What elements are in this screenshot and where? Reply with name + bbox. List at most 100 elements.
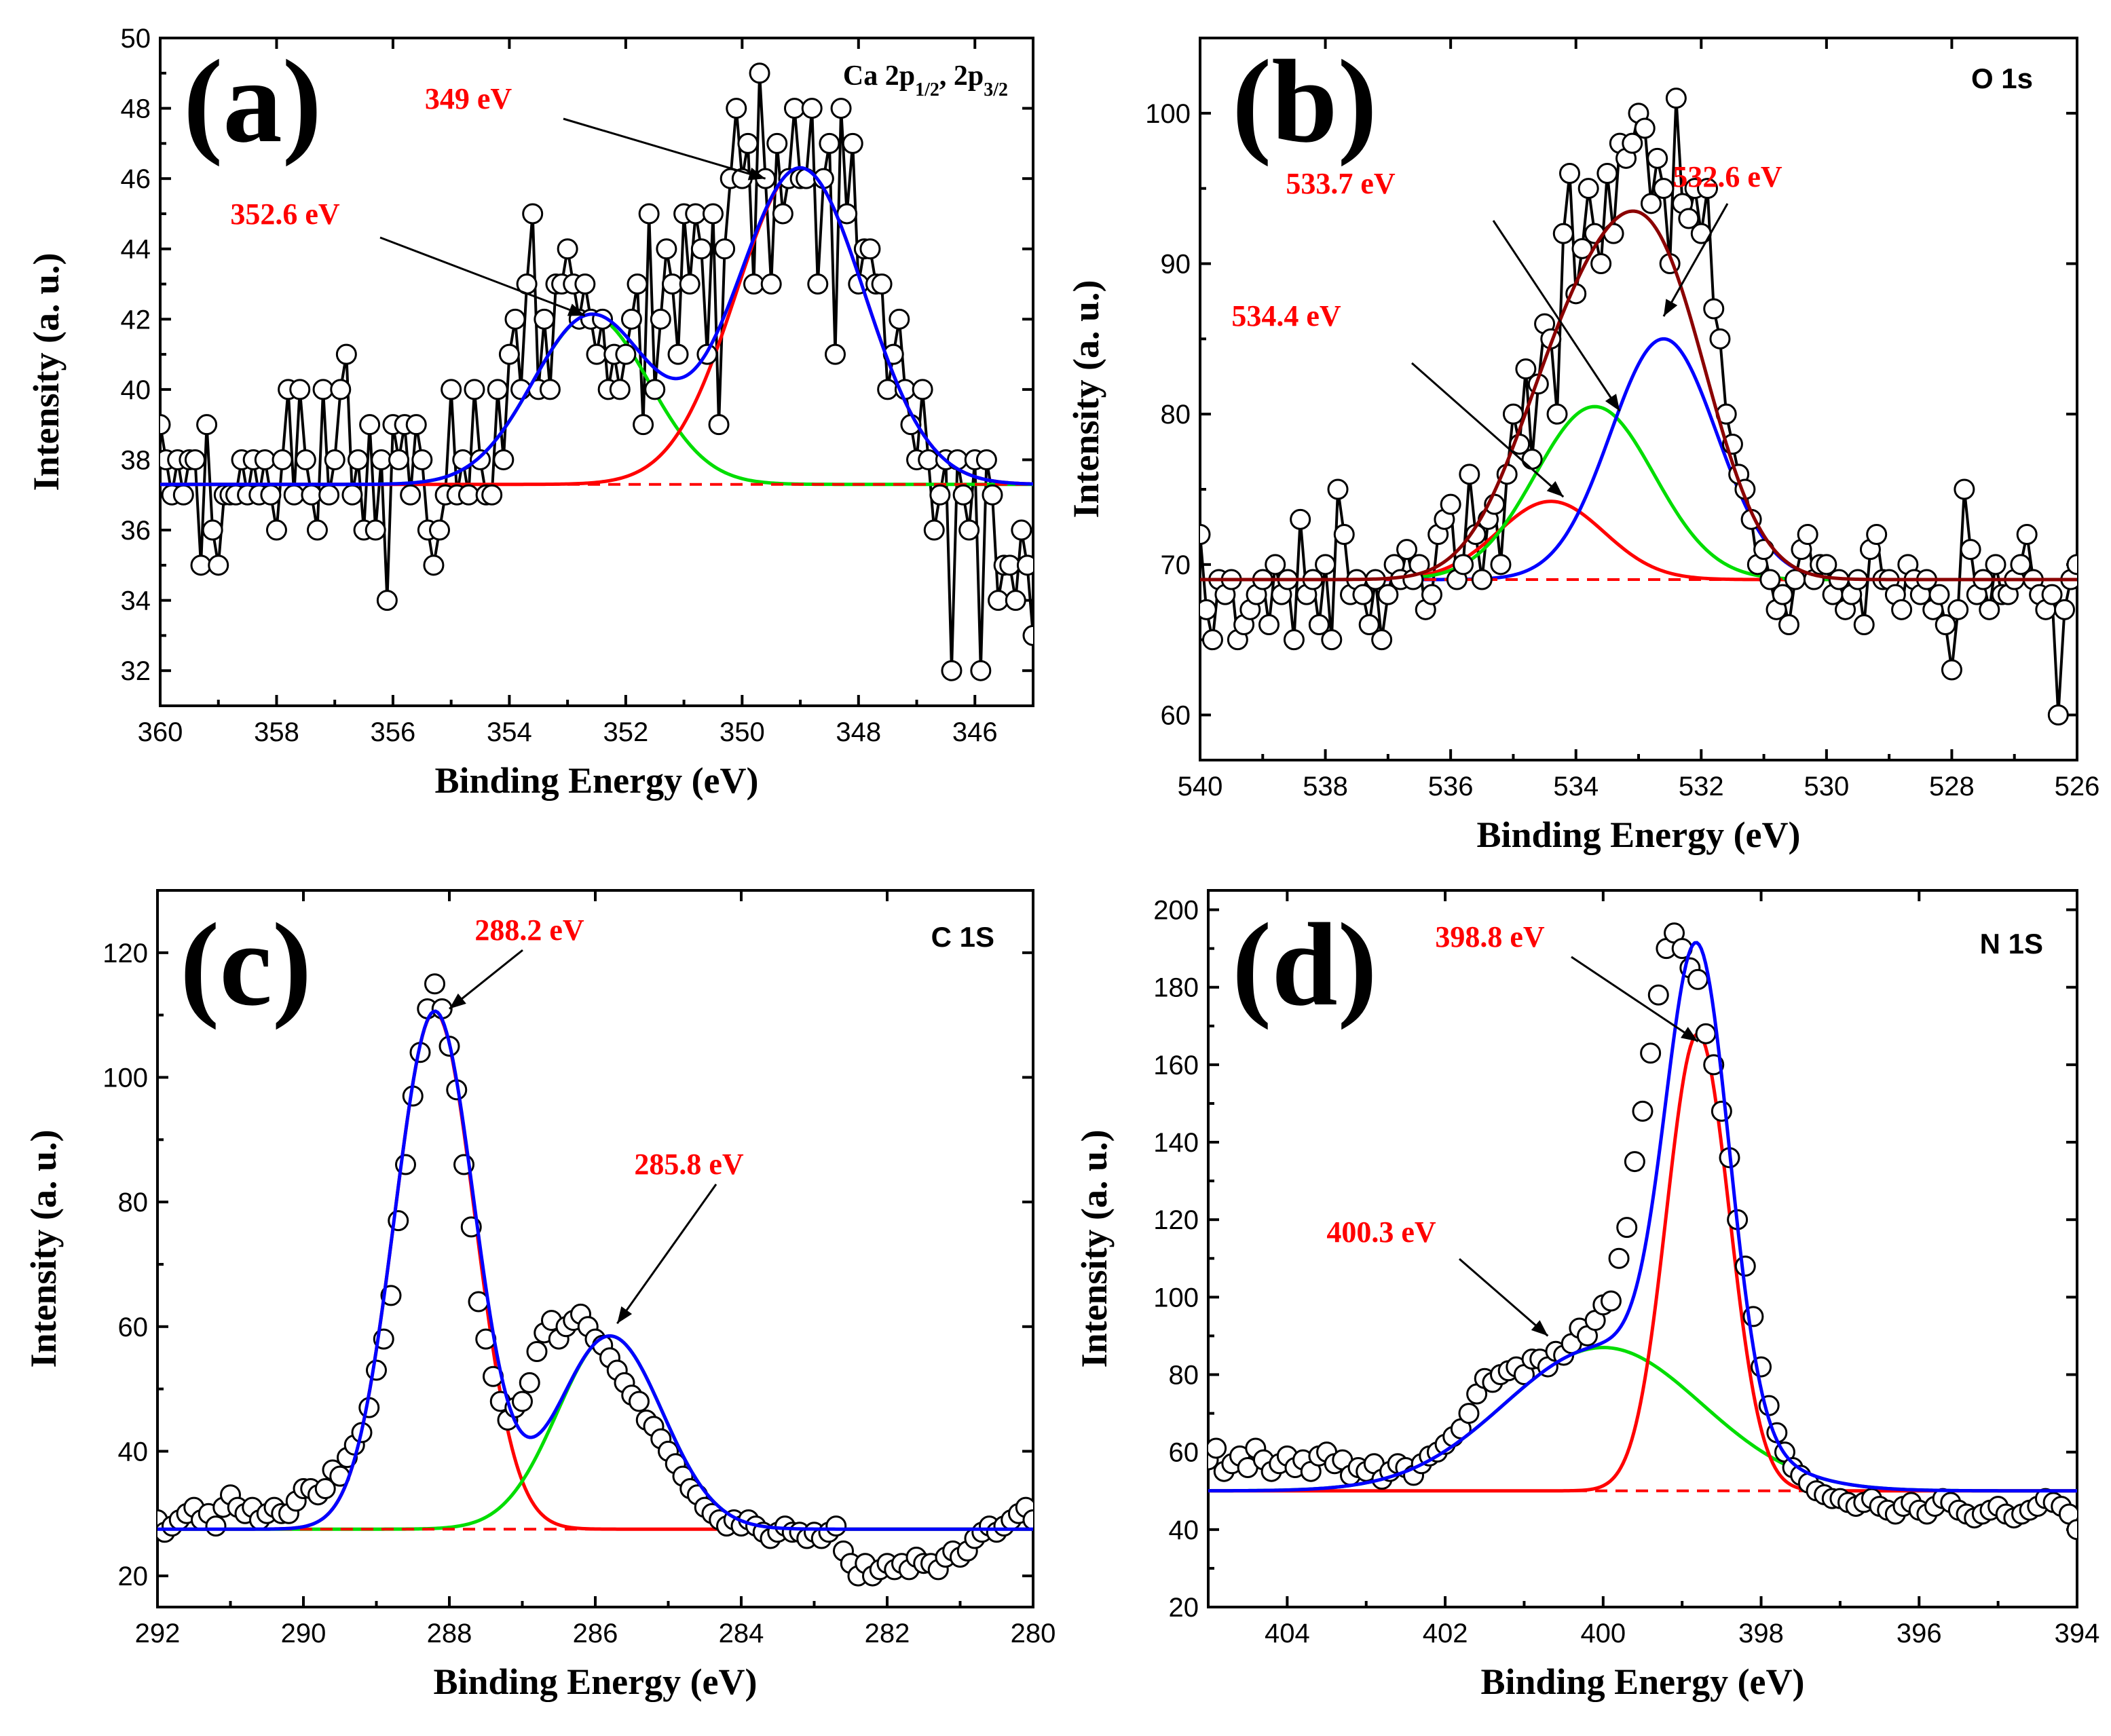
data-point <box>1265 554 1286 575</box>
data-point <box>1695 1023 1717 1044</box>
data-point <box>1816 554 1837 575</box>
x-tick-label: 538 <box>1303 772 1348 801</box>
data-point <box>714 238 736 260</box>
y-axis-label: Intensity (a. u.) <box>1066 280 1106 518</box>
annotation-arrowhead <box>567 303 585 316</box>
data-point <box>1022 1509 1033 1530</box>
y-tick-label: 32 <box>121 656 151 686</box>
y-tick-label: 120 <box>102 939 148 968</box>
data-point <box>289 379 311 400</box>
data-point <box>481 484 503 506</box>
data-point <box>1421 584 1442 605</box>
y-tick-label: 200 <box>1153 896 1199 926</box>
data-point <box>424 973 445 995</box>
data-point <box>388 449 410 470</box>
data-point <box>620 308 642 330</box>
x-tick-label: 282 <box>865 1619 910 1648</box>
x-tick-label: 346 <box>952 717 998 747</box>
data-point <box>265 519 287 541</box>
data-point <box>1734 1256 1756 1277</box>
x-tick-label: 358 <box>254 717 299 747</box>
data-point <box>470 449 491 470</box>
data-point <box>1016 554 1033 576</box>
data-point <box>190 554 212 576</box>
data-point <box>923 519 945 541</box>
x-tick-label: 350 <box>720 717 765 747</box>
data-point <box>1632 1100 1654 1122</box>
data-point <box>1552 223 1574 244</box>
data-point <box>431 998 453 1019</box>
data-point <box>667 343 689 365</box>
data-point <box>512 1391 533 1412</box>
data-point <box>312 379 334 400</box>
panel-label: (d) <box>1232 899 1377 1030</box>
x-tick-label: 396 <box>1897 1619 1942 1648</box>
data-point <box>1458 1403 1480 1424</box>
data-point <box>487 379 508 400</box>
y-tick-label: 50 <box>121 24 151 54</box>
data-point <box>929 484 951 506</box>
annotation-arrow <box>616 1184 717 1325</box>
data-point <box>842 132 863 154</box>
y-tick-label: 46 <box>121 164 151 194</box>
data-point <box>2066 1519 2077 1541</box>
data-point <box>441 379 462 400</box>
data-point <box>1011 519 1032 541</box>
peak-annotation-label: 398.8 eV <box>1435 920 1545 954</box>
data-point <box>1283 629 1305 651</box>
spectrum-title: O 1s <box>1971 62 2033 94</box>
data-point <box>1200 524 1211 545</box>
data-point <box>627 273 648 295</box>
y-tick-label: 36 <box>121 516 151 546</box>
data-point <box>1005 590 1026 611</box>
data-point <box>1866 524 1888 545</box>
data-point <box>1608 1247 1630 1269</box>
data-point <box>1891 599 1913 620</box>
data-point <box>679 273 700 295</box>
x-tick-label: 540 <box>1178 772 1223 801</box>
data-point <box>1711 1100 1732 1122</box>
data-point <box>918 449 939 470</box>
data-point <box>970 660 992 681</box>
panel-label: (a) <box>183 35 322 167</box>
y-tick-label: 42 <box>121 305 151 335</box>
y-axis-label: Intensity (a. u.) <box>26 252 67 491</box>
y-tick-label: 80 <box>1169 1361 1199 1391</box>
data-point <box>783 98 805 119</box>
data-point <box>1459 464 1480 485</box>
data-point <box>1853 614 1875 635</box>
data-point <box>633 414 654 436</box>
data-point <box>2010 554 2032 575</box>
data-point <box>988 590 1009 611</box>
y-tick-label: 160 <box>1153 1051 1199 1080</box>
data-point <box>534 308 555 330</box>
data-point <box>522 203 544 225</box>
data-point <box>574 273 596 295</box>
y-tick-label: 38 <box>121 445 151 475</box>
data-point <box>314 1478 336 1500</box>
data-point <box>318 484 340 506</box>
panel-label: (b) <box>1232 35 1377 167</box>
annotation-arrow <box>1459 1258 1549 1337</box>
y-tick-label: 20 <box>1169 1593 1199 1623</box>
panel-d: 404 402 400 398 396 394 20 40 60 80 100 120 140 160 18… <box>1074 889 2099 1702</box>
plot-area <box>157 973 1033 1587</box>
data-point <box>365 519 386 541</box>
data-point <box>1960 539 1981 561</box>
annotation-arrow <box>1492 220 1621 412</box>
x-tick-label: 354 <box>487 717 532 747</box>
data-point <box>1985 554 2006 575</box>
data-point <box>400 484 422 506</box>
data-point <box>306 519 328 541</box>
annotation-arrowhead <box>747 168 766 181</box>
data-point <box>1333 524 1355 545</box>
data-point <box>2054 599 2076 620</box>
data-point <box>1954 478 1975 500</box>
annotation-arrowhead <box>1531 1320 1548 1336</box>
x-tick-label: 404 <box>1265 1619 1310 1648</box>
data-point <box>877 379 899 400</box>
x-axis-label: Binding Energy (eV) <box>433 1661 757 1702</box>
data-point <box>254 449 276 470</box>
data-point <box>952 484 974 506</box>
